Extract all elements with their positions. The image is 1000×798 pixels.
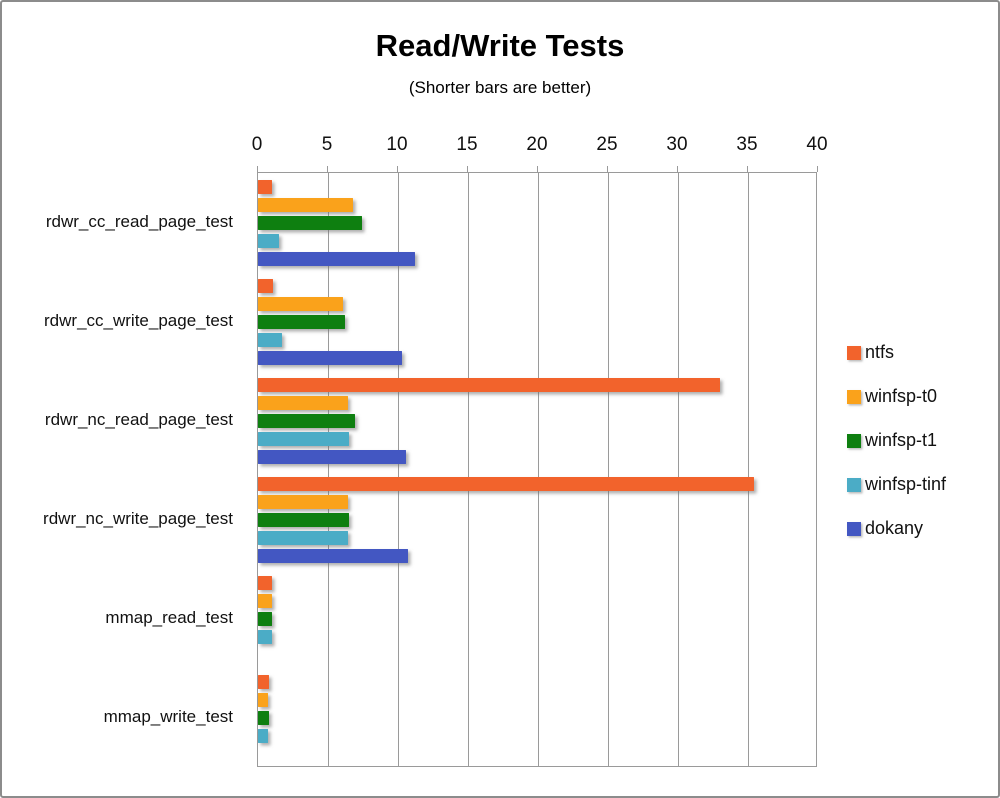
legend-item-winfsp-t0: winfsp-t0 bbox=[847, 386, 946, 406]
gridline bbox=[747, 173, 749, 766]
bar-ntfs bbox=[258, 477, 754, 492]
x-axis-tick: 15 bbox=[456, 134, 478, 155]
legend-item-dokany: dokany bbox=[847, 518, 946, 538]
bar-winfsp-tinf bbox=[258, 729, 268, 744]
legend-swatch-winfsp-tinf bbox=[847, 477, 861, 492]
plot-area bbox=[257, 172, 817, 767]
axis-tick-mark bbox=[536, 166, 538, 172]
bar-winfsp-tinf bbox=[258, 332, 282, 347]
chart-subtitle: (Shorter bars are better) bbox=[408, 78, 592, 97]
gridline bbox=[327, 173, 329, 766]
x-axis-tick-labels: 0 5 10 15 20 25 30 35 40 bbox=[252, 134, 828, 160]
bar-group bbox=[258, 570, 816, 669]
bar-group bbox=[258, 173, 816, 272]
legend-swatch-dokany bbox=[847, 521, 861, 536]
bar-winfsp-t0 bbox=[258, 495, 348, 510]
chart-title: Read/Write Tests bbox=[375, 28, 625, 63]
x-axis-tick: 10 bbox=[386, 134, 408, 155]
x-axis-tick: 5 bbox=[321, 134, 333, 155]
bar-dokany bbox=[258, 549, 408, 564]
legend-label-winfsp-t0: winfsp-t0 bbox=[865, 386, 938, 406]
axis-tick-mark bbox=[816, 166, 818, 172]
bar-ntfs bbox=[258, 179, 272, 194]
bar-ntfs bbox=[258, 675, 270, 690]
bar-winfsp-t1 bbox=[258, 711, 270, 726]
axis-tick-mark bbox=[606, 166, 608, 172]
legend-swatch-winfsp-t1 bbox=[847, 433, 861, 448]
category-label: rdwr_cc_write_page_test bbox=[44, 310, 233, 330]
axis-tick-mark bbox=[466, 166, 468, 172]
bar-dokany bbox=[258, 350, 403, 365]
x-axis-tick: 25 bbox=[596, 134, 618, 155]
x-axis-tick: 40 bbox=[806, 134, 828, 155]
gridline bbox=[677, 173, 679, 766]
axis-tick-mark bbox=[676, 166, 678, 172]
legend: ntfs winfsp-t0 winfsp-t1 winfsp-tinf dok… bbox=[847, 342, 947, 563]
gridline bbox=[607, 173, 609, 766]
legend-item-ntfs: ntfs bbox=[847, 342, 946, 362]
legend-item-winfsp-t1: winfsp-t1 bbox=[847, 430, 946, 450]
category-label: mmap_write_test bbox=[103, 707, 233, 727]
x-axis-tick: 30 bbox=[666, 134, 688, 155]
category-label: mmap_read_test bbox=[105, 608, 233, 628]
x-axis-tick: 35 bbox=[736, 134, 758, 155]
axis-tick-mark bbox=[746, 166, 748, 172]
bar-winfsp-t0 bbox=[258, 296, 344, 311]
bar-group bbox=[258, 272, 816, 371]
bar-dokany bbox=[258, 251, 415, 266]
bar-winfsp-t1 bbox=[258, 215, 362, 230]
gridline bbox=[537, 173, 539, 766]
bar-ntfs bbox=[258, 377, 720, 392]
gridline bbox=[397, 173, 399, 766]
bar-winfsp-tinf bbox=[258, 531, 348, 546]
category-label: rdwr_nc_write_page_test bbox=[43, 509, 233, 529]
bar-dokany bbox=[258, 449, 407, 464]
legend-label-dokany: dokany bbox=[865, 518, 924, 538]
legend-label-ntfs: ntfs bbox=[865, 342, 895, 362]
axis-tick-mark bbox=[396, 166, 398, 172]
bar-winfsp-t1 bbox=[258, 513, 349, 528]
bar-winfsp-t1 bbox=[258, 413, 355, 428]
bar-winfsp-t1 bbox=[258, 612, 272, 627]
legend-swatch-winfsp-t0 bbox=[847, 389, 861, 404]
bar-group bbox=[258, 471, 816, 570]
bar-winfsp-t0 bbox=[258, 395, 348, 410]
bar-winfsp-tinf bbox=[258, 431, 349, 446]
axis-tick-mark bbox=[326, 166, 328, 172]
gridline bbox=[467, 173, 469, 766]
x-axis-tick: 20 bbox=[526, 134, 548, 155]
bar-group bbox=[258, 669, 816, 768]
bar-winfsp-tinf bbox=[258, 630, 272, 645]
legend-label-winfsp-t1: winfsp-t1 bbox=[865, 430, 938, 450]
axis-tick-mark bbox=[256, 166, 258, 172]
bar-ntfs bbox=[258, 576, 272, 591]
bar-winfsp-t0 bbox=[258, 594, 272, 609]
bar-winfsp-t0 bbox=[258, 693, 268, 708]
legend-label-winfsp-tinf: winfsp-tinf bbox=[865, 474, 947, 494]
bar-winfsp-t0 bbox=[258, 197, 354, 212]
x-axis-tick: 0 bbox=[251, 134, 263, 155]
category-label: rdwr_cc_read_page_test bbox=[45, 211, 233, 231]
bar-winfsp-t1 bbox=[258, 314, 345, 329]
bar-group bbox=[258, 371, 816, 470]
legend-swatch-ntfs bbox=[847, 345, 861, 360]
category-labels: rdwr_cc_read_page_test rdwr_cc_write_page… bbox=[2, 172, 249, 767]
bar-ntfs bbox=[258, 278, 274, 293]
category-label: rdwr_nc_read_page_test bbox=[44, 409, 233, 429]
legend-item-winfsp-tinf: winfsp-tinf bbox=[847, 474, 947, 494]
bar-winfsp-tinf bbox=[258, 233, 279, 248]
title-block: Read/Write Tests (Shorter bars are bette… bbox=[2, 28, 998, 98]
